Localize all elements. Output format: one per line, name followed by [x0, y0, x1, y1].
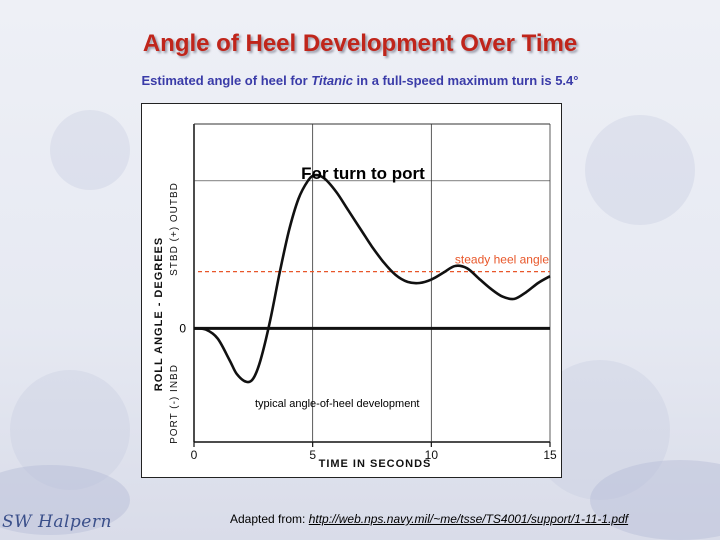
y-lower-label: PORT (-) INBD [169, 364, 180, 444]
heel-angle-chart: 0 5 10 15 For turn to port steady heel angl… [153, 123, 557, 470]
slide-subtitle: Estimated angle of heel for Titanic in a… [0, 73, 720, 88]
x-tick-label-15: 15 [543, 448, 557, 462]
x-axis-label: TIME IN SECONDS [319, 458, 432, 470]
x-tick-labels: 0 5 10 15 [191, 448, 557, 462]
y-axis-label: ROLL ANGLE - DEGREES [153, 237, 165, 391]
author-signature: SW Halpern [2, 512, 112, 532]
source-caption: Adapted from: http://web.nps.navy.mil/~m… [230, 512, 628, 526]
heel-angle-curve [193, 173, 551, 384]
slide-title: Angle of Heel Development Over Time [142, 30, 578, 57]
y-zero-label: 0 [179, 321, 186, 335]
caption-prefix: Adapted from: [230, 512, 309, 526]
curve-annotation: typical angle-of-heel development [255, 398, 420, 410]
chart-figure: 0 5 10 15 For turn to port steady heel angl… [141, 103, 562, 478]
subtitle-suffix: in a full-speed maximum turn is 5.4° [352, 73, 579, 88]
x-tick-marks [193, 442, 551, 447]
chart-title: For turn to port [301, 164, 425, 183]
x-tick-label-0: 0 [191, 448, 198, 462]
source-link[interactable]: http://web.nps.navy.mil/~me/tsse/TS4001/… [308, 512, 629, 526]
x-tick-label-10: 10 [425, 448, 439, 462]
subtitle-prefix: Estimated angle of heel for [141, 73, 312, 88]
y-upper-label: STBD (+) OUTBD [169, 182, 180, 276]
steady-heel-angle-label: steady heel angle [455, 253, 549, 267]
subtitle-ship-name: Titanic [311, 73, 353, 88]
x-tick-label-5: 5 [309, 448, 316, 462]
